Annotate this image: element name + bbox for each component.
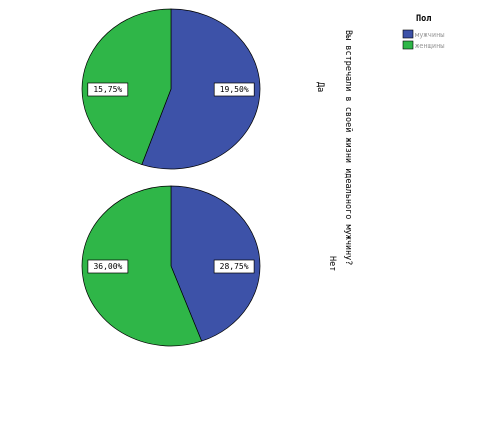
legend-title: Пол [416,14,431,24]
pie-1-slice-1 [81,185,203,347]
pie-0-slice-0 [141,8,261,170]
legend-label-men: мужчины [415,31,445,39]
question-axis-label: Вы встречали в своей жизни идеального му… [343,30,353,265]
labels-layer: 19,50% 15,75% 28,75% 36,00% [87,82,255,274]
pie-0-slice-0-label: 19,50% [213,82,255,97]
legend-swatch-women [402,40,414,50]
pie-0-slice-0-label-text: 19,50% [220,85,249,94]
pie-0-slice-1-label-text: 15,75% [93,85,122,94]
pie-1-slice-1-label: 36,00% [87,259,129,274]
legend: Пол мужчины женщины [402,14,445,50]
pie-0-slice-0-label-box [213,82,255,97]
pie-1-slice-0-label-text: 28,75% [220,262,249,271]
pie-1-slice-1-label-text: 36,00% [93,262,122,271]
pie-1-slice-0-label: 28,75% [213,259,255,274]
row-label-net: Нет [327,256,337,271]
pie-1-slice-1-label-box [87,259,129,274]
pie-0-slice-1-label: 15,75% [87,82,129,97]
row-label-da: Да [315,82,325,92]
pie-0-slice-1-label-box [87,82,129,97]
legend-label-women: женщины [415,42,445,50]
pies-layer [81,8,261,347]
legend-swatch-men [402,29,414,39]
pie-1-slice-0-label-box [213,259,255,274]
